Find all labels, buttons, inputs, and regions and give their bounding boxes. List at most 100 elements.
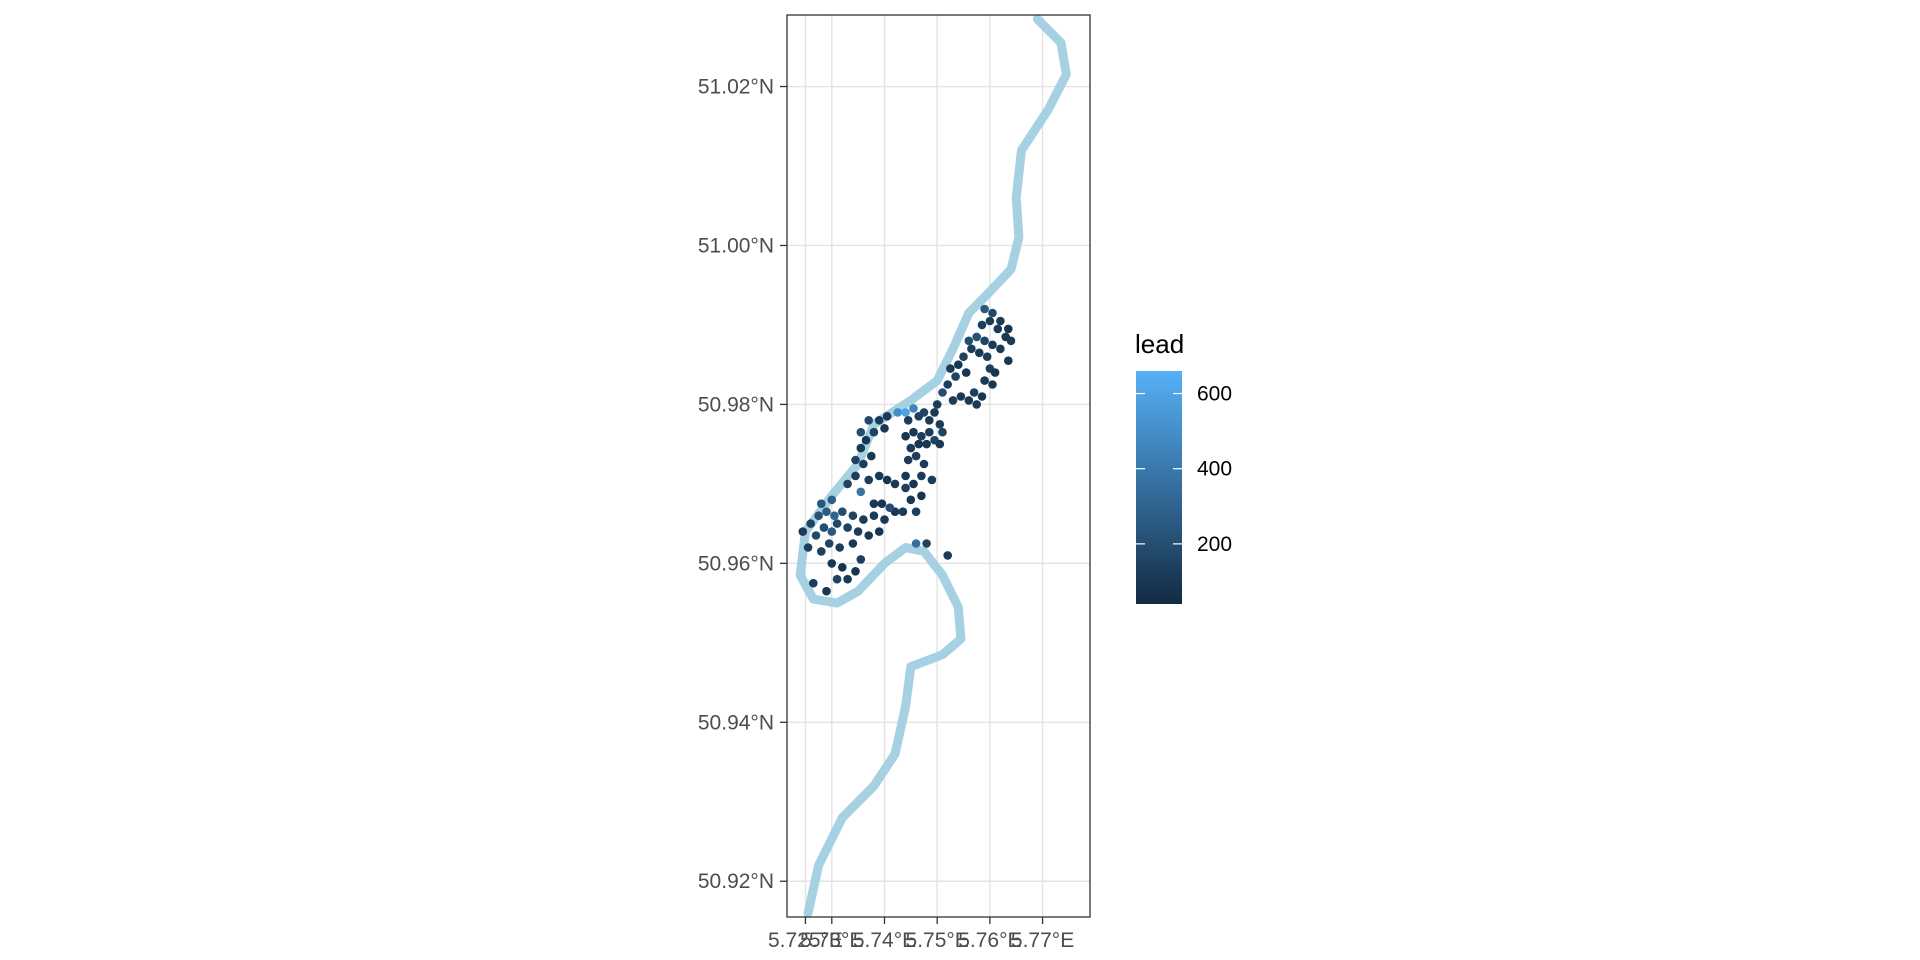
data-point-98 xyxy=(972,400,981,409)
data-point-50 xyxy=(861,435,871,445)
data-point-91 xyxy=(954,360,963,370)
data-point-7 xyxy=(827,559,837,568)
data-point-121 xyxy=(988,380,997,389)
y-tick-label-5: 51.02°N xyxy=(698,76,774,99)
data-point-30 xyxy=(880,515,889,524)
data-point-79 xyxy=(927,475,937,485)
data-point-74 xyxy=(911,451,921,461)
data-point-70 xyxy=(914,439,923,449)
data-point-37 xyxy=(864,475,873,485)
data-point-44 xyxy=(885,503,895,512)
data-point-124 xyxy=(935,439,945,449)
data-point-73 xyxy=(903,455,913,465)
data-point-35 xyxy=(851,471,860,481)
river-line xyxy=(795,15,1071,917)
data-point-6 xyxy=(856,555,866,564)
data-point-19 xyxy=(843,523,852,532)
data-point-106 xyxy=(988,340,997,350)
data-point-122 xyxy=(935,420,945,429)
data-point-114 xyxy=(988,308,997,318)
data-point-76 xyxy=(901,471,910,481)
data-point-20 xyxy=(853,527,863,536)
data-point-78 xyxy=(917,471,926,481)
data-point-105 xyxy=(980,336,989,346)
data-point-33 xyxy=(827,495,837,505)
y-tick-label-3: 50.98°N xyxy=(698,393,774,416)
data-point-26 xyxy=(838,507,847,516)
data-point-12 xyxy=(803,543,813,552)
data-point-39 xyxy=(882,475,892,485)
data-point-113 xyxy=(980,304,989,314)
data-point-65 xyxy=(901,431,910,441)
data-point-86 xyxy=(932,400,942,409)
data-point-56 xyxy=(882,412,892,421)
data-point-94 xyxy=(956,392,966,401)
data-point-28 xyxy=(859,515,868,524)
data-point-29 xyxy=(869,511,879,520)
x-tick-label-2: 5.74°E xyxy=(853,929,916,952)
y-tick-label-0: 50.92°N xyxy=(698,870,774,893)
data-point-77 xyxy=(909,479,918,489)
data-point-102 xyxy=(982,352,992,362)
data-point-16 xyxy=(819,523,829,532)
y-tick-label-2: 50.96°N xyxy=(698,552,774,575)
data-point-93 xyxy=(948,396,958,405)
data-point-107 xyxy=(996,344,1005,354)
data-point-83 xyxy=(922,539,931,548)
data-point-57 xyxy=(893,408,902,417)
data-point-54 xyxy=(874,416,884,425)
data-point-75 xyxy=(919,459,929,469)
legend-colorbar xyxy=(1136,371,1182,604)
panel-border xyxy=(786,14,1091,918)
data-point-58 xyxy=(901,408,910,417)
x-axis: 5.725°E5.73°E5.74°E5.75°E5.76°E5.77°E xyxy=(768,917,1074,952)
data-point-32 xyxy=(817,499,826,509)
data-point-119 xyxy=(990,368,1000,377)
data-point-22 xyxy=(874,527,884,536)
data-point-23 xyxy=(814,511,823,520)
data-point-96 xyxy=(969,388,979,397)
data-point-66 xyxy=(909,427,918,437)
data-point-43 xyxy=(877,499,887,509)
data-point-4 xyxy=(843,574,852,584)
data-point-116 xyxy=(1006,336,1016,346)
data-point-104 xyxy=(972,332,981,342)
data-point-52 xyxy=(856,427,866,437)
data-point-100 xyxy=(967,344,976,354)
data-point-34 xyxy=(843,479,852,489)
data-point-84 xyxy=(911,539,921,548)
data-point-3 xyxy=(838,563,847,572)
data-point-25 xyxy=(830,511,839,520)
data-point-27 xyxy=(848,511,858,520)
legend-title: lead xyxy=(1135,329,1184,359)
x-tick-label-5: 5.77°E xyxy=(1011,929,1074,952)
legend-tick-label-0: 200 xyxy=(1197,533,1232,556)
data-point-62 xyxy=(919,408,929,417)
data-point-97 xyxy=(977,392,987,401)
data-point-101 xyxy=(975,348,984,358)
data-point-51 xyxy=(869,427,879,437)
data-point-0 xyxy=(809,578,818,588)
x-tick-label-0: 5.725°E xyxy=(768,929,843,952)
data-point-89 xyxy=(951,372,960,381)
data-point-14 xyxy=(798,527,808,536)
grid-lines xyxy=(787,15,1090,917)
data-point-38 xyxy=(874,471,884,481)
sample-points xyxy=(798,304,1016,596)
data-point-112 xyxy=(1004,324,1013,334)
data-point-120 xyxy=(980,376,989,385)
x-tick-label-3: 5.75°E xyxy=(906,929,969,952)
data-point-53 xyxy=(864,416,873,425)
y-tick-label-4: 51.00°N xyxy=(698,234,774,257)
data-point-17 xyxy=(827,527,837,536)
data-point-21 xyxy=(864,531,873,540)
data-point-81 xyxy=(917,491,926,501)
data-point-117 xyxy=(1004,356,1013,366)
data-point-110 xyxy=(993,324,1003,334)
data-point-67 xyxy=(917,431,926,441)
data-point-92 xyxy=(961,368,971,377)
data-point-95 xyxy=(964,396,974,405)
data-point-115 xyxy=(996,316,1005,326)
data-point-85 xyxy=(943,551,952,560)
